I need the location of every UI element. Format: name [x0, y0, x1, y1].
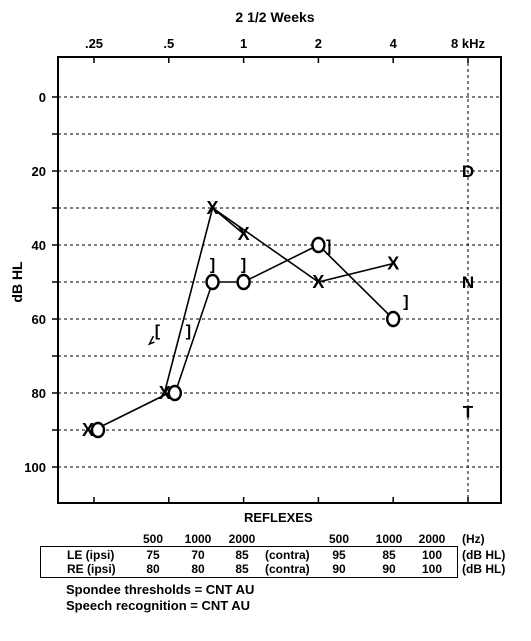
zone-label: N: [462, 273, 474, 292]
re-mode: (contra): [265, 562, 310, 576]
o-mark: [386, 310, 401, 328]
contra-header-1000: 1000: [375, 532, 403, 546]
x-tick-labels: .25 .5 1 2 4 8 kHz: [85, 36, 486, 51]
bracket-arrow: [147, 335, 155, 346]
y-axis-label: dB HL: [9, 261, 25, 303]
speech-note: Speech recognition = CNT AU: [66, 598, 251, 613]
y-tick-label: 40: [32, 238, 46, 253]
re-row-label: RE (ipsi): [67, 562, 116, 576]
y-tick-label: 60: [32, 312, 46, 327]
bracket-mark: ]: [210, 257, 215, 274]
le-ipsi-500: 75: [146, 548, 160, 562]
le-contra-1000: 85: [382, 548, 396, 562]
x-tick-label: .5: [163, 36, 174, 51]
re-unit: (dB HL): [462, 562, 506, 576]
contra-header-2000: 2000: [418, 532, 446, 546]
y-tick-label: 80: [32, 386, 46, 401]
o-threshold-line: [93, 392, 170, 431]
x-tick-label: 1: [240, 36, 247, 51]
le-row-label: LE (ipsi): [67, 548, 115, 562]
bracket-mark: ]: [326, 238, 331, 255]
x-tick-label: 8 kHz: [451, 36, 485, 51]
zone-labels: D N T: [462, 162, 474, 422]
bracket-mark: [: [155, 323, 161, 340]
o-mark: [311, 236, 326, 254]
bracket-mark: ]: [403, 294, 408, 311]
audiogram: 2 1/2 Weeks dB HL .25 .5 1 2 4 8 kHz 0 20 40 60 8…: [9, 9, 502, 504]
re-contra-500: 90: [332, 562, 346, 576]
grid: [52, 57, 501, 503]
le-ipsi-1000: 70: [191, 548, 205, 562]
re-ipsi-1000: 80: [191, 562, 205, 576]
le-contra-2000: 100: [421, 548, 443, 562]
x-tick-label: 4: [390, 36, 398, 51]
o-mark: [90, 421, 106, 439]
x-threshold-line: [163, 206, 394, 394]
re-contra-2000: 100: [421, 562, 443, 576]
spondee-note: Spondee thresholds = CNT AU: [66, 582, 255, 597]
x-tick-label: .25: [85, 36, 103, 51]
le-mode: (contra): [265, 548, 310, 562]
x-threshold-line: [212, 207, 245, 235]
bracket-mark: ]: [186, 323, 191, 340]
ipsi-header-1000: 1000: [184, 532, 212, 546]
x-mark: X: [387, 254, 399, 274]
re-ipsi-2000: 85: [235, 562, 249, 576]
hz-unit: (Hz): [462, 532, 485, 546]
zone-label: T: [463, 403, 474, 422]
x-mark: X: [159, 383, 171, 403]
reflexes-table-box: [40, 546, 458, 578]
le-unit: (dB HL): [462, 548, 506, 562]
bracket-mark: ]: [241, 257, 246, 274]
x-mark: X: [238, 224, 250, 244]
contra-header-500: 500: [328, 532, 350, 546]
reflexes-title: REFLEXES: [244, 510, 313, 525]
o-mark: [236, 273, 251, 291]
y-tick-label: 20: [32, 164, 46, 179]
re-ipsi-500: 80: [146, 562, 160, 576]
x-tick-label: 2: [315, 36, 322, 51]
y-tick-label: 100: [24, 460, 46, 475]
o-mark: [167, 384, 183, 402]
le-ipsi-2000: 85: [235, 548, 249, 562]
chart-title: 2 1/2 Weeks: [235, 9, 314, 25]
x-mark: X: [207, 198, 219, 218]
re-contra-1000: 90: [382, 562, 396, 576]
x-mark: X: [82, 420, 94, 440]
zone-label: D: [462, 162, 474, 181]
ipsi-header-2000: 2000: [228, 532, 256, 546]
ipsi-header-500: 500: [142, 532, 164, 546]
le-contra-500: 95: [332, 548, 346, 562]
y-tick-label: 0: [39, 90, 46, 105]
o-mark: [205, 273, 220, 291]
y-tick-labels: 0 20 40 60 80 100: [24, 90, 46, 475]
x-mark: X: [312, 272, 324, 292]
plot-frame: [57, 56, 502, 504]
